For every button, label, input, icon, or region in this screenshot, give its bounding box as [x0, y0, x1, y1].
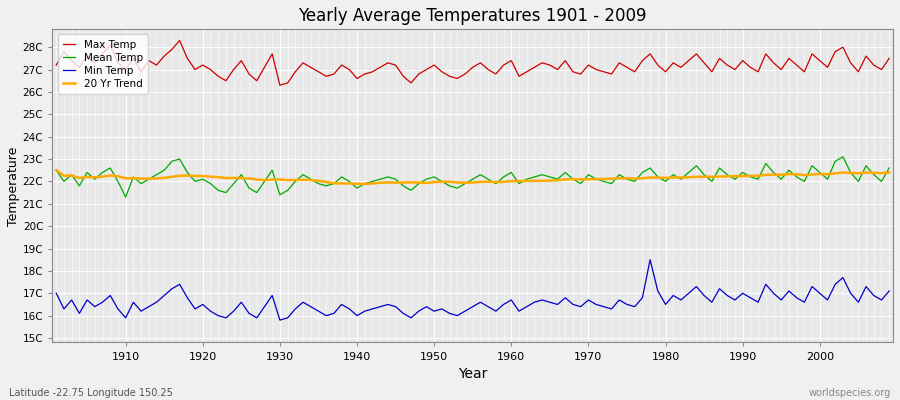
Max Temp: [50, 63, 61, 68]
Text: Latitude -22.75 Longitude 150.25: Latitude -22.75 Longitude 150.25: [9, 388, 173, 398]
20 Yr Trend: [112, 174, 123, 178]
Line: 20 Yr Trend: 20 Yr Trend: [56, 170, 889, 184]
Min Temp: [514, 309, 525, 314]
Mean Temp: [121, 195, 131, 200]
Min Temp: [337, 302, 347, 307]
Line: Max Temp: Max Temp: [56, 40, 889, 85]
20 Yr Trend: [328, 181, 339, 186]
Mean Temp: [514, 181, 525, 186]
20 Yr Trend: [514, 179, 525, 184]
Line: Mean Temp: Mean Temp: [56, 157, 889, 197]
X-axis label: Year: Year: [458, 367, 488, 381]
20 Yr Trend: [352, 182, 363, 186]
Mean Temp: [884, 166, 895, 170]
20 Yr Trend: [283, 178, 293, 182]
Max Temp: [614, 60, 625, 65]
Min Temp: [884, 289, 895, 294]
Min Temp: [606, 306, 616, 311]
Max Temp: [521, 69, 532, 74]
Mean Temp: [337, 174, 347, 179]
20 Yr Trend: [884, 170, 895, 175]
Mean Temp: [506, 170, 517, 175]
Text: worldspecies.org: worldspecies.org: [809, 388, 891, 398]
Max Temp: [344, 67, 355, 72]
20 Yr Trend: [606, 176, 616, 181]
Min Temp: [50, 291, 61, 296]
Line: Min Temp: Min Temp: [56, 260, 889, 320]
Mean Temp: [50, 168, 61, 173]
Max Temp: [274, 83, 285, 88]
Max Temp: [112, 60, 123, 65]
Min Temp: [274, 318, 285, 322]
Max Temp: [298, 60, 309, 65]
Mean Temp: [838, 154, 849, 159]
20 Yr Trend: [50, 168, 61, 173]
Mean Temp: [112, 179, 123, 184]
Min Temp: [290, 306, 301, 311]
Min Temp: [112, 306, 123, 311]
Max Temp: [514, 74, 525, 79]
Legend: Max Temp, Mean Temp, Min Temp, 20 Yr Trend: Max Temp, Mean Temp, Min Temp, 20 Yr Tre…: [58, 34, 148, 94]
Mean Temp: [606, 181, 616, 186]
Max Temp: [884, 56, 895, 61]
Min Temp: [506, 298, 517, 302]
20 Yr Trend: [506, 179, 517, 184]
Max Temp: [175, 38, 185, 43]
Title: Yearly Average Temperatures 1901 - 2009: Yearly Average Temperatures 1901 - 2009: [299, 7, 647, 25]
Mean Temp: [290, 179, 301, 184]
Y-axis label: Temperature: Temperature: [7, 146, 20, 226]
Min Temp: [644, 257, 655, 262]
